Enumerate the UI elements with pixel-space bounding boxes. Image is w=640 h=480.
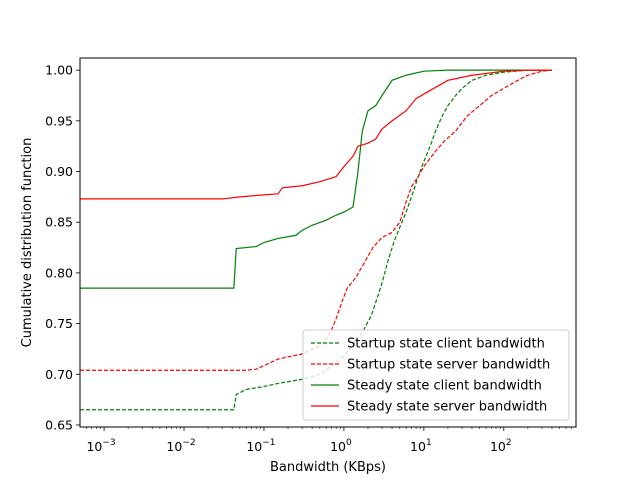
x-tick-label: 102 bbox=[490, 438, 512, 454]
y-tick-label: 0.65 bbox=[45, 417, 73, 432]
x-tick-label: 10−3 bbox=[86, 438, 115, 454]
y-tick-label: 0.75 bbox=[45, 316, 73, 331]
x-tick-label: 101 bbox=[410, 438, 432, 454]
series-line-3 bbox=[80, 69, 552, 289]
legend: Startup state client bandwidth Startup st… bbox=[302, 329, 570, 421]
x-tick-label: 10−2 bbox=[166, 438, 195, 454]
x-tick-label: 10−1 bbox=[246, 438, 275, 454]
plot-frame bbox=[79, 57, 577, 428]
y-tick-label: 0.90 bbox=[45, 164, 73, 179]
x-tick-label: 100 bbox=[330, 438, 352, 454]
series-line-2 bbox=[80, 69, 552, 371]
y-tick-label: 0.70 bbox=[45, 367, 73, 382]
series-layer bbox=[80, 69, 552, 411]
y-axis: 0.65 0.70 0.75 0.80 0.85 0.90 0.95 1.00 bbox=[45, 63, 80, 432]
series-line-4 bbox=[80, 69, 552, 200]
legend-label: Startup state client bandwidth bbox=[347, 337, 545, 352]
x-axis-label: Bandwidth (KBps) bbox=[270, 460, 386, 475]
y-tick-label: 0.85 bbox=[45, 215, 73, 230]
legend-box bbox=[302, 329, 570, 421]
legend-label: Startup state server bandwidth bbox=[347, 358, 550, 373]
y-tick-label: 0.80 bbox=[45, 265, 73, 280]
x-axis: 10−3 10−2 10−1 100 101 102 bbox=[86, 427, 572, 454]
legend-label: Steady state client bandwidth bbox=[347, 379, 542, 394]
series-line-1 bbox=[80, 69, 552, 411]
y-tick-label: 0.95 bbox=[45, 113, 73, 128]
y-axis-label: Cumulative distribution function bbox=[20, 138, 35, 348]
y-tick-label: 1.00 bbox=[45, 63, 73, 78]
legend-label: Steady state server bandwidth bbox=[347, 400, 547, 415]
